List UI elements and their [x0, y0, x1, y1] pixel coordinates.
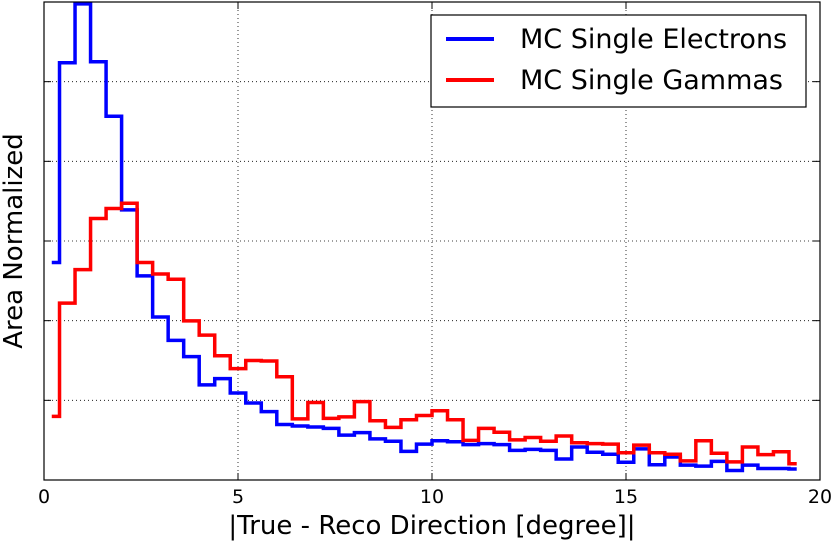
axis-ticks	[43, 2, 821, 480]
legend-label-electrons: MC Single Electrons	[520, 24, 787, 55]
legend-label-gammas: MC Single Gammas	[520, 65, 783, 96]
x-tick-label: 5	[232, 486, 244, 508]
series-mc-single-gammas-line	[51, 201, 797, 466]
x-axis-label: |True - Reco Direction [degree]|	[228, 511, 635, 541]
x-tick-label: 0	[38, 486, 50, 508]
plot-series	[51, 2, 797, 473]
x-tick-label: 20	[808, 486, 832, 508]
legend-box	[430, 14, 807, 108]
series-mc-single-electrons-line	[51, 2, 797, 473]
x-tick-label: 15	[614, 486, 638, 508]
x-tick-labels: 0 5 10 15 20	[38, 486, 832, 508]
legend: MC Single Electrons MC Single Gammas	[430, 14, 807, 108]
x-tick-label: 10	[420, 486, 444, 508]
y-axis-label: Area Normalized	[0, 133, 29, 349]
